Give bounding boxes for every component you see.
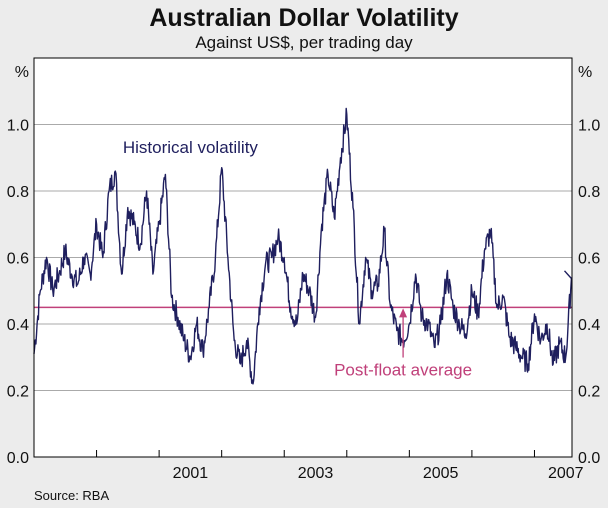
y-tick-label-right: 0.0 [578,450,600,467]
x-tick-label: 2001 [173,465,209,482]
annotation-historical-volatility: Historical volatility [123,138,259,157]
annotation-post-float-average: Post-float average [334,361,472,380]
y-unit-label-right: % [578,64,592,81]
y-tick-label-right: 0.8 [578,184,600,201]
plot-frame [33,57,573,458]
series-line-historical-volatility [33,107,573,385]
y-tick-label-left: 1.0 [7,118,29,135]
series-layer [33,107,573,385]
y-tick-label-left: 0.4 [7,317,29,334]
y-tick-label-left: 0.6 [7,251,29,268]
source-note: Source: RBA [34,488,110,503]
y-tick-label-left: 0.8 [7,184,29,201]
x-tick-label: 2005 [423,465,459,482]
x-tick-label: 2007 [548,465,584,482]
y-tick-label-right: 0.4 [578,317,600,334]
tick-marks [96,450,535,457]
y-tick-label-left: 0.2 [7,384,29,401]
annotation-layer: Historical volatility Post-float average [123,138,472,380]
y-tick-label-left: 0.0 [7,450,29,467]
chart-subtitle: Against US$, per trading day [195,33,413,52]
axis-labels: 0.0 0.0 0.2 0.2 0.4 0.4 0.6 0.6 0.8 0.8 1.0 1.0% % 20… [7,64,601,482]
chart-title: Australian Dollar Volatility [149,4,459,32]
annotation-arrow-head [399,308,408,318]
y-tick-label-right: 0.2 [578,384,600,401]
y-tick-label-right: 1.0 [578,118,600,135]
y-tick-label-right: 0.6 [578,251,600,268]
y-unit-label-left: % [15,64,29,81]
x-tick-label: 2003 [298,465,334,482]
